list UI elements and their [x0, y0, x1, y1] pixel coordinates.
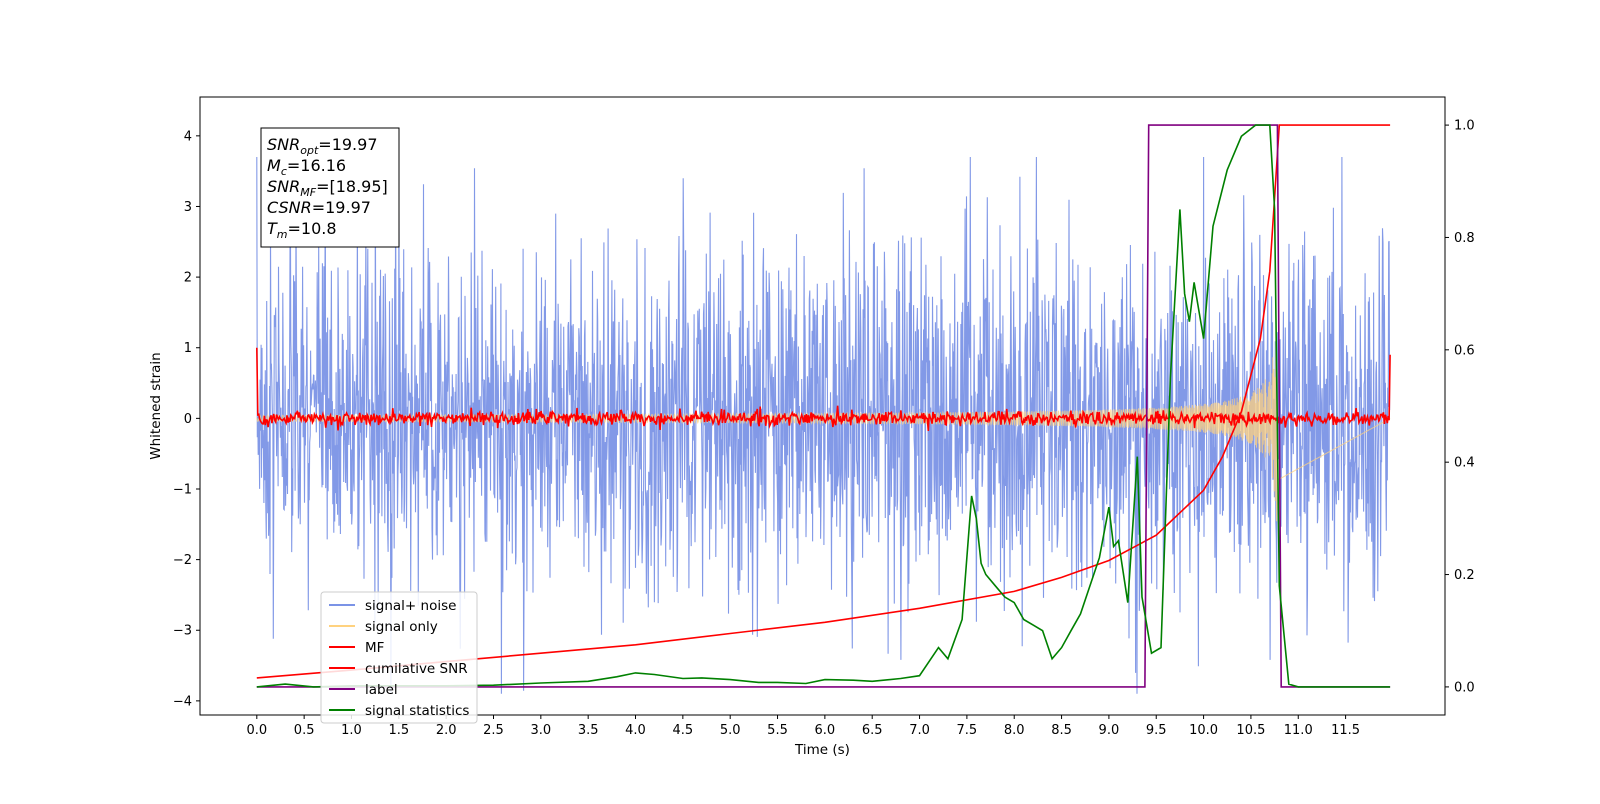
y-right-tick-label: 0.8	[1454, 231, 1475, 246]
x-tick-label: 1.5	[388, 723, 409, 738]
annotation-line: SNRMF=[18.95]	[267, 177, 388, 199]
series-mf	[256, 347, 1391, 431]
legend-label-signal-only: signal only	[365, 619, 438, 635]
legend-frame	[320, 591, 478, 724]
x-tick-label: 11.5	[1331, 723, 1360, 738]
annotation-line: SNRopt=19.97	[267, 135, 378, 157]
x-tick-label: 2.0	[436, 723, 457, 738]
x-tick-label: 10.0	[1189, 723, 1218, 738]
legend-label-cumilative-snr: cumilative SNR	[365, 661, 468, 677]
x-axis-ticks: 0.0 0.5 1.0 1.5 2.0 2.5 3.0 3.5 4.0 4.5 5.0 5.5 6.0 6…	[246, 715, 1360, 738]
x-tick-label: 0.5	[294, 723, 315, 738]
y-axis-left-ticks: 4 3 2 1 0 −1 −2 −3 −4	[173, 129, 200, 709]
x-tick-label: 1.0	[341, 723, 362, 738]
y-left-tick-label: −2	[173, 553, 192, 568]
legend: signal+ noise signal only MF cumilative SNR…	[320, 591, 478, 724]
y-right-tick-label: 1.0	[1454, 119, 1475, 134]
y-left-tick-label: −4	[173, 694, 192, 709]
series-signal-plus-noise	[256, 156, 1391, 694]
y-axis-label: Whitened strain	[148, 352, 164, 459]
x-tick-label: 4.0	[625, 723, 646, 738]
x-axis-label: Time (s)	[794, 742, 850, 758]
x-tick-label: 3.5	[578, 723, 599, 738]
x-tick-label: 3.0	[530, 723, 551, 738]
series-lines-layer	[256, 124, 1391, 688]
x-tick-label: 5.0	[720, 723, 741, 738]
annotation-line: Mc=16.16	[267, 156, 346, 178]
series-signal-statistics	[256, 124, 1391, 688]
legend-label-signal-statistics: signal statistics	[365, 703, 469, 719]
y-left-tick-label: −3	[173, 624, 192, 639]
x-tick-label: 4.5	[673, 723, 694, 738]
y-left-tick-label: 4	[184, 129, 192, 144]
x-tick-label: 8.5	[1051, 723, 1072, 738]
x-tick-label: 10.5	[1236, 723, 1265, 738]
y-right-tick-label: 0.2	[1454, 568, 1475, 583]
x-tick-label: 7.5	[957, 723, 978, 738]
x-tick-label: 6.0	[815, 723, 836, 738]
x-tick-label: 5.5	[767, 723, 788, 738]
y-left-tick-label: 3	[184, 200, 192, 215]
y-right-tick-label: 0.6	[1454, 343, 1475, 358]
y-left-tick-label: 2	[184, 271, 192, 286]
y-left-tick-label: 0	[184, 412, 192, 427]
series-cumulative-snr	[256, 124, 1391, 679]
annotation-line: CSNR=19.97	[267, 198, 371, 217]
x-tick-label: 2.5	[483, 723, 504, 738]
legend-label-label: label	[365, 682, 398, 698]
y-left-tick-label: −1	[173, 482, 192, 497]
x-tick-label: 7.0	[909, 723, 930, 738]
x-tick-label: 9.0	[1099, 723, 1120, 738]
annotation-box-frame	[260, 127, 400, 248]
legend-label-mf: MF	[365, 640, 384, 656]
x-tick-label: 9.5	[1146, 723, 1167, 738]
y-right-tick-label: 0.0	[1454, 680, 1475, 695]
annotation-line: Tm=10.8	[267, 219, 337, 241]
signal-plus-noise-layer	[256, 156, 1391, 694]
x-tick-label: 8.0	[1004, 723, 1025, 738]
x-tick-label: 11.0	[1284, 723, 1313, 738]
x-tick-label: 6.5	[862, 723, 883, 738]
y-right-tick-label: 0.4	[1454, 456, 1475, 471]
y-left-tick-label: 1	[184, 341, 192, 356]
stats-annotation-box: SNRopt=19.97Mc=16.16SNRMF=[18.95]CSNR=19…	[260, 127, 400, 248]
plot-frame	[199, 96, 1446, 716]
y-axis-right-ticks: 1.0 0.8 0.6 0.4 0.2 0.0	[1445, 119, 1475, 695]
legend-label-signal-noise: signal+ noise	[365, 598, 456, 614]
x-tick-label: 0.0	[246, 723, 267, 738]
